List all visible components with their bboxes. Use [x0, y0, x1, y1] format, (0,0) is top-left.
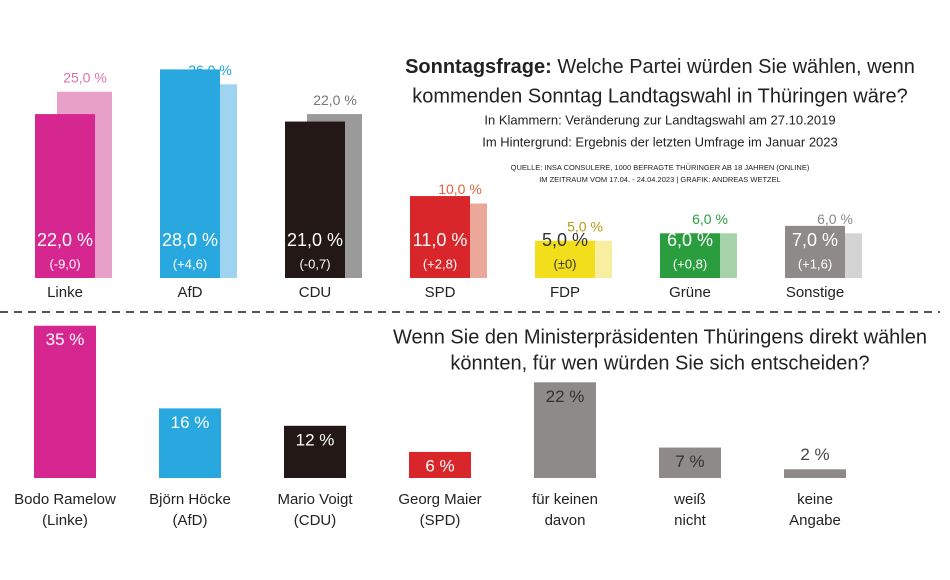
chart-title: Wenn Sie den Ministerpräsidenten Thüring… [393, 326, 927, 348]
bar [785, 225, 845, 278]
category-label: (SPD) [420, 512, 461, 529]
bar [284, 425, 346, 478]
bar [660, 233, 720, 278]
value-label: 11,0 % [413, 230, 468, 250]
category-label: Georg Maier [398, 491, 481, 508]
bar [35, 114, 95, 278]
background-value-label: 6,0 % [692, 211, 728, 227]
category-label: für keinen [532, 491, 598, 508]
change-label: (-0,7) [299, 256, 330, 271]
bar [784, 469, 846, 478]
chart-title: könnten, für wen würden Sie sich entsche… [450, 352, 869, 374]
chart-title: Sonntagsfrage: Welche Partei würden Sie … [405, 56, 915, 78]
value-label: 21,0 % [287, 230, 343, 250]
category-label: (CDU) [294, 512, 337, 529]
category-label: SPD [425, 284, 456, 301]
title-line: Welche Partei würden Sie wählen, wenn [557, 56, 915, 78]
category-label: nicht [674, 512, 707, 529]
change-label: (+4,6) [173, 256, 207, 271]
category-label: davon [545, 512, 586, 529]
value-label: 16 % [171, 413, 210, 432]
category-label: Björn Höcke [149, 491, 231, 508]
bar [160, 69, 220, 279]
source: IM ZEITRAUM VOM 17.04. - 24.04.2023 | GR… [539, 175, 781, 184]
background-value-label: 10,0 % [438, 181, 482, 197]
value-label: 2 % [800, 445, 829, 464]
category-label: Linke [47, 284, 83, 301]
value-label: 6,0 % [667, 230, 713, 250]
change-label: (-9,0) [49, 256, 80, 271]
category-label: FDP [550, 284, 580, 301]
title-prefix: Sonntagsfrage: [405, 56, 552, 78]
value-label: 7 % [675, 452, 704, 471]
category-label: CDU [299, 284, 332, 301]
change-label: (±0) [553, 256, 576, 271]
category-label: (AfD) [173, 512, 208, 529]
background-value-label: 25,0 % [63, 69, 107, 85]
subtitle: Im Hintergrund: Ergebnis der letzten Umf… [482, 134, 838, 149]
category-label: keine [797, 491, 833, 508]
value-label: 28,0 % [162, 230, 218, 250]
value-label: 6 % [425, 456, 454, 475]
background-value-label: 5,0 % [567, 218, 603, 234]
subtitle: In Klammern: Veränderung zur Landtagswah… [484, 112, 835, 127]
category-label: Sonstige [786, 284, 844, 301]
category-label: Grüne [669, 284, 711, 301]
value-label: 22,0 % [37, 230, 93, 250]
bar [159, 408, 221, 478]
category-label: Mario Voigt [277, 491, 353, 508]
chart-title: kommenden Sonntag Landtagswahl in Thürin… [412, 85, 908, 107]
bar [659, 447, 721, 478]
category-label: Bodo Ramelow [14, 491, 116, 508]
category-label: (Linke) [42, 512, 88, 529]
category-label: Angabe [789, 512, 841, 529]
bar [534, 382, 596, 478]
value-label: 12 % [296, 430, 335, 449]
bar [535, 240, 595, 278]
change-label: (+0,8) [673, 256, 707, 271]
category-label: weiß [673, 491, 706, 508]
value-label: 5,0 % [542, 230, 588, 250]
bar [410, 196, 470, 278]
background-value-label: 22,0 % [313, 92, 357, 108]
value-label: 22 % [546, 387, 585, 406]
bar [285, 121, 345, 278]
change-label: (+1,6) [798, 256, 832, 271]
source: QUELLE: INSA CONSULERE, 1000 BEFRAGTE TH… [511, 163, 810, 172]
bar [34, 325, 96, 478]
change-label: (+2,8) [423, 256, 457, 271]
bar [409, 451, 471, 478]
value-label: 35 % [46, 330, 85, 349]
value-label: 7,0 % [792, 230, 838, 250]
category-label: AfD [177, 284, 202, 301]
background-value-label: 6,0 % [817, 211, 853, 227]
